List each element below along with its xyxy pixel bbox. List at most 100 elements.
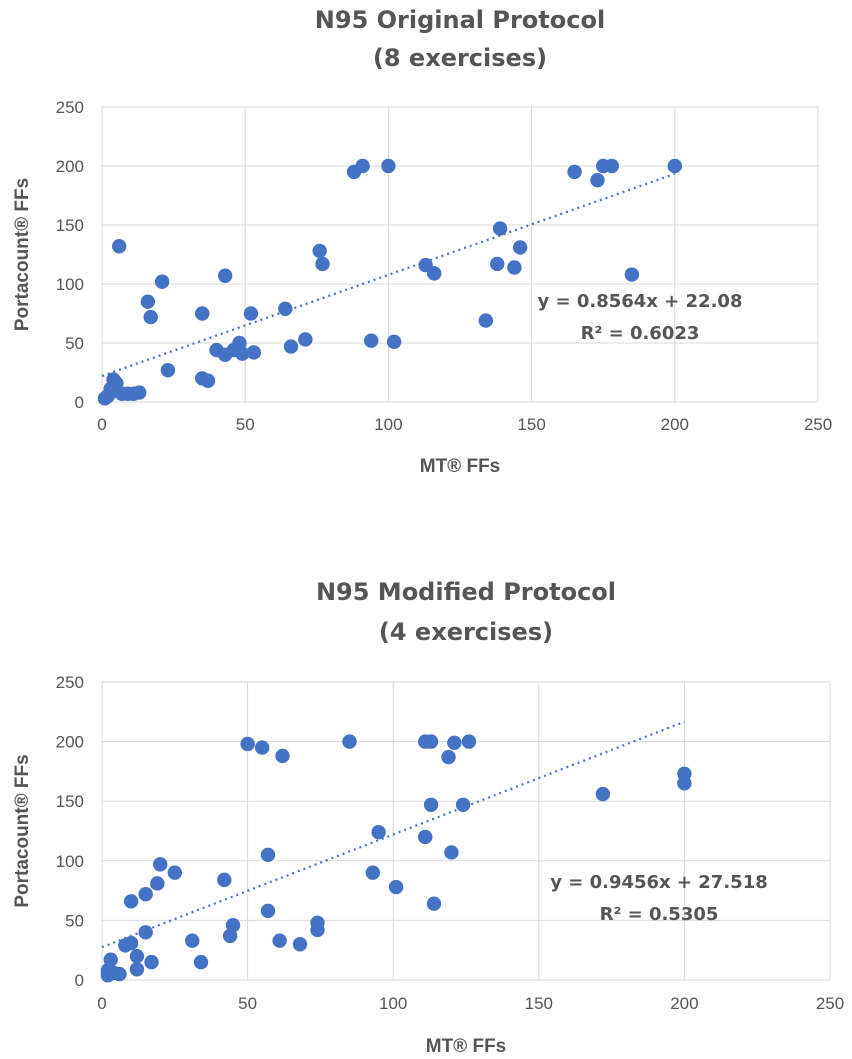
data-point bbox=[461, 734, 477, 749]
data-point bbox=[388, 879, 404, 895]
data-point bbox=[140, 294, 156, 309]
data-point bbox=[129, 962, 145, 977]
chart-title-line: (4 exercises) bbox=[379, 618, 553, 646]
chart-title-line: N95 Original Protocol bbox=[315, 6, 605, 34]
x-tick-label: 100 bbox=[374, 415, 402, 434]
data-point bbox=[112, 966, 127, 982]
data-point bbox=[278, 301, 293, 316]
y-tick-label: 250 bbox=[56, 673, 84, 692]
data-point bbox=[423, 734, 439, 749]
y-tick-label: 0 bbox=[75, 971, 84, 990]
x-tick-label: 50 bbox=[236, 415, 255, 434]
x-tick-label: 250 bbox=[816, 994, 844, 1013]
data-point bbox=[455, 797, 471, 812]
data-point bbox=[365, 865, 381, 880]
data-point bbox=[386, 334, 402, 350]
y-axis-title: Portacount® FFs bbox=[12, 178, 33, 331]
x-tick-label: 0 bbox=[97, 994, 106, 1013]
data-point bbox=[381, 158, 396, 174]
chart-1: N95 Original Protocol (8 exercises) 0 50 100… bbox=[12, 6, 832, 477]
data-point bbox=[167, 865, 182, 880]
data-point bbox=[298, 332, 313, 347]
data-point bbox=[275, 748, 290, 764]
data-point bbox=[150, 876, 165, 891]
data-point bbox=[195, 306, 210, 321]
data-point bbox=[138, 925, 153, 940]
data-point bbox=[200, 373, 216, 388]
data-point bbox=[604, 158, 619, 174]
data-point bbox=[512, 240, 528, 255]
data-point bbox=[677, 776, 692, 791]
x-axis-title: MT® FFs bbox=[426, 1036, 507, 1057]
data-point bbox=[490, 256, 505, 272]
r-squared: R² = 0.5305 bbox=[600, 904, 719, 925]
data-point bbox=[243, 306, 259, 321]
y-tick-label: 50 bbox=[65, 911, 84, 930]
x-tick-label: 0 bbox=[97, 415, 106, 434]
data-point bbox=[444, 845, 459, 860]
trendline bbox=[101, 720, 685, 949]
y-tick-label: 50 bbox=[65, 334, 84, 353]
r-squared: R² = 0.6023 bbox=[581, 323, 700, 344]
y-tick-label: 0 bbox=[75, 393, 84, 412]
y-axis-title: Portacount® FFs bbox=[12, 754, 33, 907]
data-point bbox=[667, 158, 682, 174]
data-point bbox=[567, 164, 582, 180]
data-point bbox=[272, 933, 287, 948]
y-tick-label: 100 bbox=[56, 275, 84, 294]
data-point bbox=[624, 267, 640, 282]
chart-title-line: N95 Modified Protocol bbox=[316, 578, 616, 606]
data-point bbox=[111, 239, 127, 254]
data-point bbox=[153, 857, 168, 872]
data-point bbox=[143, 309, 158, 325]
y-tick-label: 200 bbox=[56, 733, 84, 752]
data-point bbox=[312, 243, 327, 259]
data-point bbox=[418, 829, 433, 845]
data-point bbox=[240, 736, 255, 752]
y-tick-label: 150 bbox=[56, 216, 84, 235]
data-point bbox=[292, 937, 308, 952]
x-tick-label: 200 bbox=[661, 415, 689, 434]
regression-equation: y = 0.8564x + 22.08 bbox=[538, 291, 743, 312]
data-point bbox=[260, 903, 276, 919]
data-point bbox=[441, 749, 456, 765]
data-point bbox=[371, 824, 386, 840]
y-tick-label: 100 bbox=[56, 852, 84, 871]
x-tick-label: 100 bbox=[379, 994, 407, 1013]
x-tick-label: 250 bbox=[804, 415, 832, 434]
data-point bbox=[225, 917, 241, 933]
data-point bbox=[283, 339, 299, 354]
x-axis-title: MT® FFs bbox=[420, 456, 501, 477]
data-point bbox=[595, 786, 611, 802]
data-point bbox=[447, 735, 462, 750]
data-point bbox=[355, 158, 370, 174]
data-point bbox=[590, 172, 605, 188]
y-tick-label: 200 bbox=[56, 157, 84, 176]
data-point bbox=[492, 221, 508, 236]
data-point bbox=[427, 266, 442, 281]
data-point bbox=[507, 260, 522, 275]
data-point bbox=[154, 274, 170, 289]
data-point bbox=[342, 734, 357, 749]
y-tick-label: 250 bbox=[56, 98, 84, 117]
data-point bbox=[185, 933, 200, 948]
data-point bbox=[138, 886, 153, 902]
data-point bbox=[217, 268, 233, 283]
data-point bbox=[144, 954, 159, 970]
data-point bbox=[423, 797, 439, 812]
data-point bbox=[235, 346, 250, 361]
data-point bbox=[160, 362, 176, 378]
data-point bbox=[246, 345, 261, 360]
data-point bbox=[315, 256, 330, 272]
data-point bbox=[103, 952, 118, 967]
data-point bbox=[260, 847, 276, 863]
data-point bbox=[478, 313, 493, 328]
data-point bbox=[132, 385, 147, 400]
data-point bbox=[103, 381, 118, 397]
x-tick-label: 150 bbox=[525, 994, 553, 1013]
data-point bbox=[364, 333, 379, 348]
x-tick-label: 150 bbox=[517, 415, 545, 434]
data-point bbox=[254, 740, 270, 755]
data-point bbox=[310, 915, 325, 930]
